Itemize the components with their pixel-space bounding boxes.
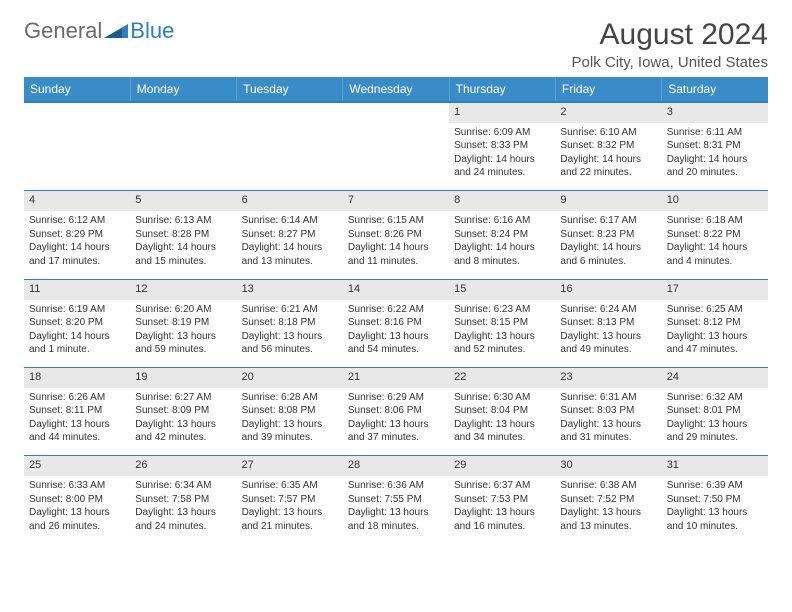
day-number-cell: 5	[130, 191, 236, 211]
calendar-body: 123 Sunrise: 6:09 AMSunset: 8:33 PMDayli…	[24, 102, 768, 544]
logo-text-general: General	[24, 18, 102, 44]
day-number-cell: 25	[24, 456, 130, 476]
day-detail-cell: Sunrise: 6:37 AMSunset: 7:53 PMDaylight:…	[449, 476, 555, 544]
day-number-cell: 30	[555, 456, 661, 476]
logo-text-blue: Blue	[130, 18, 174, 44]
day-detail-cell: Sunrise: 6:33 AMSunset: 8:00 PMDaylight:…	[24, 476, 130, 544]
day-detail-cell: Sunrise: 6:31 AMSunset: 8:03 PMDaylight:…	[555, 388, 661, 456]
day-detail-cell: Sunrise: 6:39 AMSunset: 7:50 PMDaylight:…	[662, 476, 768, 544]
day-number-cell: 14	[343, 279, 449, 299]
day-detail-cell: Sunrise: 6:23 AMSunset: 8:15 PMDaylight:…	[449, 300, 555, 368]
day-number-cell: 3	[662, 102, 768, 123]
day-detail-cell: Sunrise: 6:26 AMSunset: 8:11 PMDaylight:…	[24, 388, 130, 456]
day-detail-cell	[24, 123, 130, 191]
day-header: Thursday	[449, 77, 555, 102]
day-detail-cell: Sunrise: 6:32 AMSunset: 8:01 PMDaylight:…	[662, 388, 768, 456]
day-header: Sunday	[24, 77, 130, 102]
day-header: Friday	[555, 77, 661, 102]
day-detail-cell: Sunrise: 6:30 AMSunset: 8:04 PMDaylight:…	[449, 388, 555, 456]
day-number-cell: 29	[449, 456, 555, 476]
day-number-cell: 18	[24, 368, 130, 388]
day-header: Monday	[130, 77, 236, 102]
day-number-cell	[24, 102, 130, 123]
day-number-cell: 9	[555, 191, 661, 211]
day-number-cell: 15	[449, 279, 555, 299]
logo-triangle-icon	[104, 20, 128, 43]
day-number-cell	[237, 102, 343, 123]
day-number-cell: 31	[662, 456, 768, 476]
day-detail-cell: Sunrise: 6:09 AMSunset: 8:33 PMDaylight:…	[449, 123, 555, 191]
day-detail-cell: Sunrise: 6:18 AMSunset: 8:22 PMDaylight:…	[662, 211, 768, 279]
day-detail-cell: Sunrise: 6:16 AMSunset: 8:24 PMDaylight:…	[449, 211, 555, 279]
day-number-cell: 11	[24, 279, 130, 299]
calendar-head: SundayMondayTuesdayWednesdayThursdayFrid…	[24, 77, 768, 102]
day-detail-cell: Sunrise: 6:21 AMSunset: 8:18 PMDaylight:…	[237, 300, 343, 368]
day-number-cell: 19	[130, 368, 236, 388]
month-title: August 2024	[572, 18, 768, 52]
day-detail-cell: Sunrise: 6:14 AMSunset: 8:27 PMDaylight:…	[237, 211, 343, 279]
day-detail-cell	[130, 123, 236, 191]
day-number-cell	[130, 102, 236, 123]
day-detail-cell: Sunrise: 6:19 AMSunset: 8:20 PMDaylight:…	[24, 300, 130, 368]
day-detail-cell: Sunrise: 6:29 AMSunset: 8:06 PMDaylight:…	[343, 388, 449, 456]
day-number-cell: 8	[449, 191, 555, 211]
day-number-cell	[343, 102, 449, 123]
day-header: Wednesday	[343, 77, 449, 102]
day-number-cell: 17	[662, 279, 768, 299]
day-number-cell: 6	[237, 191, 343, 211]
day-number-cell: 4	[24, 191, 130, 211]
day-detail-cell: Sunrise: 6:27 AMSunset: 8:09 PMDaylight:…	[130, 388, 236, 456]
day-number-cell: 10	[662, 191, 768, 211]
day-number-cell: 16	[555, 279, 661, 299]
day-number-cell: 27	[237, 456, 343, 476]
day-number-cell: 24	[662, 368, 768, 388]
calendar-table: SundayMondayTuesdayWednesdayThursdayFrid…	[24, 77, 768, 544]
day-header: Saturday	[662, 77, 768, 102]
title-block: August 2024 Polk City, Iowa, United Stat…	[572, 18, 768, 71]
day-detail-cell: Sunrise: 6:38 AMSunset: 7:52 PMDaylight:…	[555, 476, 661, 544]
day-number-cell: 23	[555, 368, 661, 388]
day-header: Tuesday	[237, 77, 343, 102]
header: General Blue August 2024 Polk City, Iowa…	[24, 18, 768, 71]
location: Polk City, Iowa, United States	[572, 54, 768, 71]
day-detail-cell: Sunrise: 6:34 AMSunset: 7:58 PMDaylight:…	[130, 476, 236, 544]
day-detail-cell: Sunrise: 6:22 AMSunset: 8:16 PMDaylight:…	[343, 300, 449, 368]
day-detail-cell: Sunrise: 6:12 AMSunset: 8:29 PMDaylight:…	[24, 211, 130, 279]
day-number-cell: 13	[237, 279, 343, 299]
logo: General Blue	[24, 18, 174, 44]
day-detail-cell: Sunrise: 6:13 AMSunset: 8:28 PMDaylight:…	[130, 211, 236, 279]
day-number-cell: 2	[555, 102, 661, 123]
day-detail-cell	[237, 123, 343, 191]
day-number-cell: 28	[343, 456, 449, 476]
day-number-cell: 7	[343, 191, 449, 211]
day-number-cell: 20	[237, 368, 343, 388]
day-number-cell: 12	[130, 279, 236, 299]
day-number-cell: 22	[449, 368, 555, 388]
day-number-cell: 21	[343, 368, 449, 388]
day-detail-cell: Sunrise: 6:11 AMSunset: 8:31 PMDaylight:…	[662, 123, 768, 191]
day-number-cell: 26	[130, 456, 236, 476]
day-detail-cell: Sunrise: 6:35 AMSunset: 7:57 PMDaylight:…	[237, 476, 343, 544]
day-detail-cell: Sunrise: 6:17 AMSunset: 8:23 PMDaylight:…	[555, 211, 661, 279]
day-detail-cell: Sunrise: 6:10 AMSunset: 8:32 PMDaylight:…	[555, 123, 661, 191]
day-detail-cell: Sunrise: 6:15 AMSunset: 8:26 PMDaylight:…	[343, 211, 449, 279]
day-detail-cell: Sunrise: 6:20 AMSunset: 8:19 PMDaylight:…	[130, 300, 236, 368]
day-detail-cell	[343, 123, 449, 191]
day-detail-cell: Sunrise: 6:24 AMSunset: 8:13 PMDaylight:…	[555, 300, 661, 368]
day-detail-cell: Sunrise: 6:36 AMSunset: 7:55 PMDaylight:…	[343, 476, 449, 544]
day-detail-cell: Sunrise: 6:25 AMSunset: 8:12 PMDaylight:…	[662, 300, 768, 368]
day-detail-cell: Sunrise: 6:28 AMSunset: 8:08 PMDaylight:…	[237, 388, 343, 456]
day-number-cell: 1	[449, 102, 555, 123]
